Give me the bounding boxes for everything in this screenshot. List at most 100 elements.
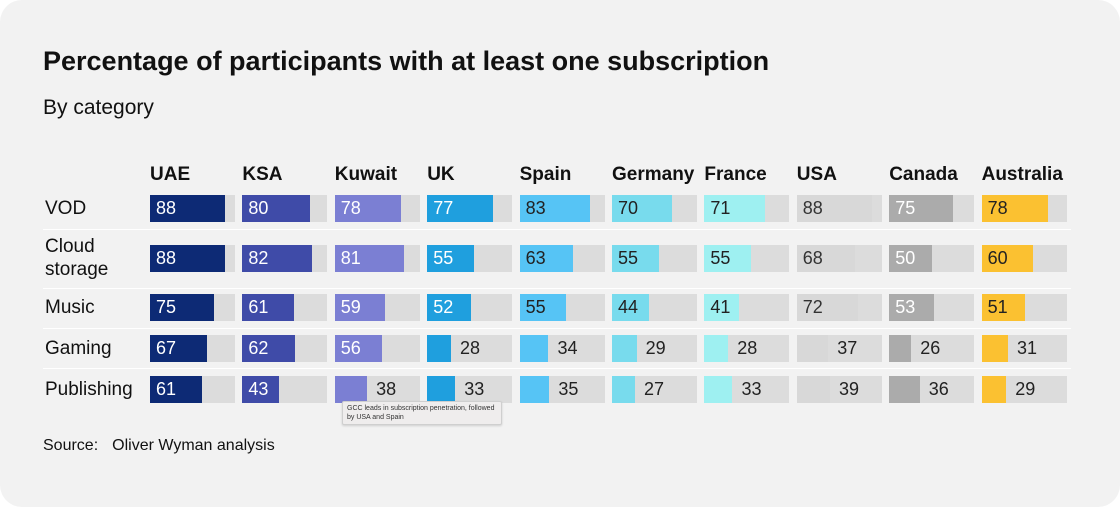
value-label: 55 [525, 296, 546, 317]
row-label-music: Music [45, 297, 95, 318]
value-label: 78 [340, 197, 361, 218]
bar-ksa-3 [242, 334, 296, 362]
bar-kuwait-0 [334, 194, 402, 222]
value-label: 81 [340, 247, 361, 268]
bar-canada-3 [889, 334, 912, 362]
value-label: 53 [895, 296, 916, 317]
source-label: Source: [43, 437, 99, 454]
value-label: 71 [710, 197, 731, 218]
bar-uk-0 [427, 194, 493, 222]
value-label: 28 [460, 337, 481, 358]
value-label: 78 [987, 197, 1008, 218]
value-label: 33 [464, 378, 485, 399]
value-label: 82 [248, 247, 269, 268]
bar-france-1 [704, 244, 752, 272]
value-label: 77 [433, 197, 454, 218]
bar-australia-3 [981, 334, 1008, 362]
value-label: 61 [156, 378, 177, 399]
value-label: 33 [741, 378, 762, 399]
bar-australia-1 [981, 244, 1033, 272]
column-header-usa: USA [796, 164, 837, 185]
value-label: 51 [987, 296, 1008, 317]
value-label: 52 [433, 296, 454, 317]
row-divider [43, 328, 1071, 329]
value-label: 27 [643, 378, 664, 399]
value-label: 72 [802, 296, 823, 317]
source-note: Source: Oliver Wyman analysis [43, 437, 275, 455]
column-header-uae: UAE [150, 164, 191, 185]
bar-australia-4 [981, 375, 1007, 403]
bar-uk-2 [427, 293, 472, 321]
value-label: 67 [156, 337, 177, 358]
bar-france-0 [704, 194, 765, 222]
column-header-ksa: KSA [242, 164, 283, 185]
value-label: 70 [618, 197, 639, 218]
bar-uk-1 [427, 244, 474, 272]
value-label: 88 [802, 197, 823, 218]
bar-france-2 [704, 293, 740, 321]
bar-canada-2 [889, 293, 935, 321]
bar-usa-2 [796, 293, 858, 321]
value-label: 26 [920, 337, 941, 358]
value-label: 55 [710, 247, 731, 268]
bar-uae-0 [150, 194, 225, 222]
value-label: 83 [525, 197, 546, 218]
value-label: 34 [557, 337, 578, 358]
value-label: 60 [987, 247, 1008, 268]
value-label: 80 [248, 197, 269, 218]
bar-france-4 [704, 375, 733, 403]
bar-germany-2 [612, 293, 650, 321]
bar-kuwait-1 [334, 244, 404, 272]
row-label-gaming: Gaming [45, 338, 112, 359]
row-label-cloud-storage: Cloud storage [45, 236, 109, 280]
value-label: 55 [618, 247, 639, 268]
bar-uk-4 [427, 375, 456, 403]
bar-spain-3 [519, 334, 549, 362]
value-label: 31 [1016, 337, 1037, 358]
bar-germany-1 [612, 244, 659, 272]
value-label: 62 [248, 337, 269, 358]
value-label: 41 [710, 296, 731, 317]
value-label: 37 [837, 337, 858, 358]
bar-spain-0 [519, 194, 591, 222]
bar-canada-4 [889, 375, 920, 403]
bar-usa-1 [796, 244, 855, 272]
bar-uae-3 [150, 334, 207, 362]
bar-canada-1 [889, 244, 932, 272]
value-label: 50 [895, 247, 916, 268]
bar-kuwait-3 [334, 334, 383, 362]
bar-canada-0 [889, 194, 953, 222]
value-label: 75 [895, 197, 916, 218]
row-divider [43, 229, 1071, 230]
column-header-france: France [704, 164, 767, 185]
bar-ksa-4 [242, 375, 279, 403]
bar-france-3 [704, 334, 729, 362]
bar-uae-1 [150, 244, 225, 272]
value-label: 59 [340, 296, 361, 317]
value-label: 29 [1015, 378, 1036, 399]
row-label-publishing: Publishing [45, 379, 133, 400]
column-header-australia: Australia [981, 164, 1063, 185]
column-header-spain: Spain [519, 164, 572, 185]
row-divider [43, 288, 1071, 289]
value-label: 55 [433, 247, 454, 268]
value-label: 88 [156, 247, 177, 268]
bar-australia-0 [981, 194, 1048, 222]
column-header-uk: UK [427, 164, 455, 185]
bar-spain-4 [519, 375, 550, 403]
bar-uk-3 [427, 334, 451, 362]
value-label: 39 [838, 378, 859, 399]
bar-germany-3 [612, 334, 637, 362]
bar-kuwait-2 [334, 293, 385, 321]
value-label: 88 [156, 197, 177, 218]
row-label-vod: VOD [45, 198, 87, 219]
tooltip: GCC leads in subscription penetration, f… [342, 401, 502, 425]
bar-kuwait-4 [334, 375, 368, 403]
bar-ksa-2 [242, 293, 295, 321]
row-divider [43, 368, 1071, 369]
value-label: 29 [645, 337, 666, 358]
value-label: 38 [376, 378, 397, 399]
bar-australia-2 [981, 293, 1025, 321]
column-header-germany: Germany [612, 164, 695, 185]
